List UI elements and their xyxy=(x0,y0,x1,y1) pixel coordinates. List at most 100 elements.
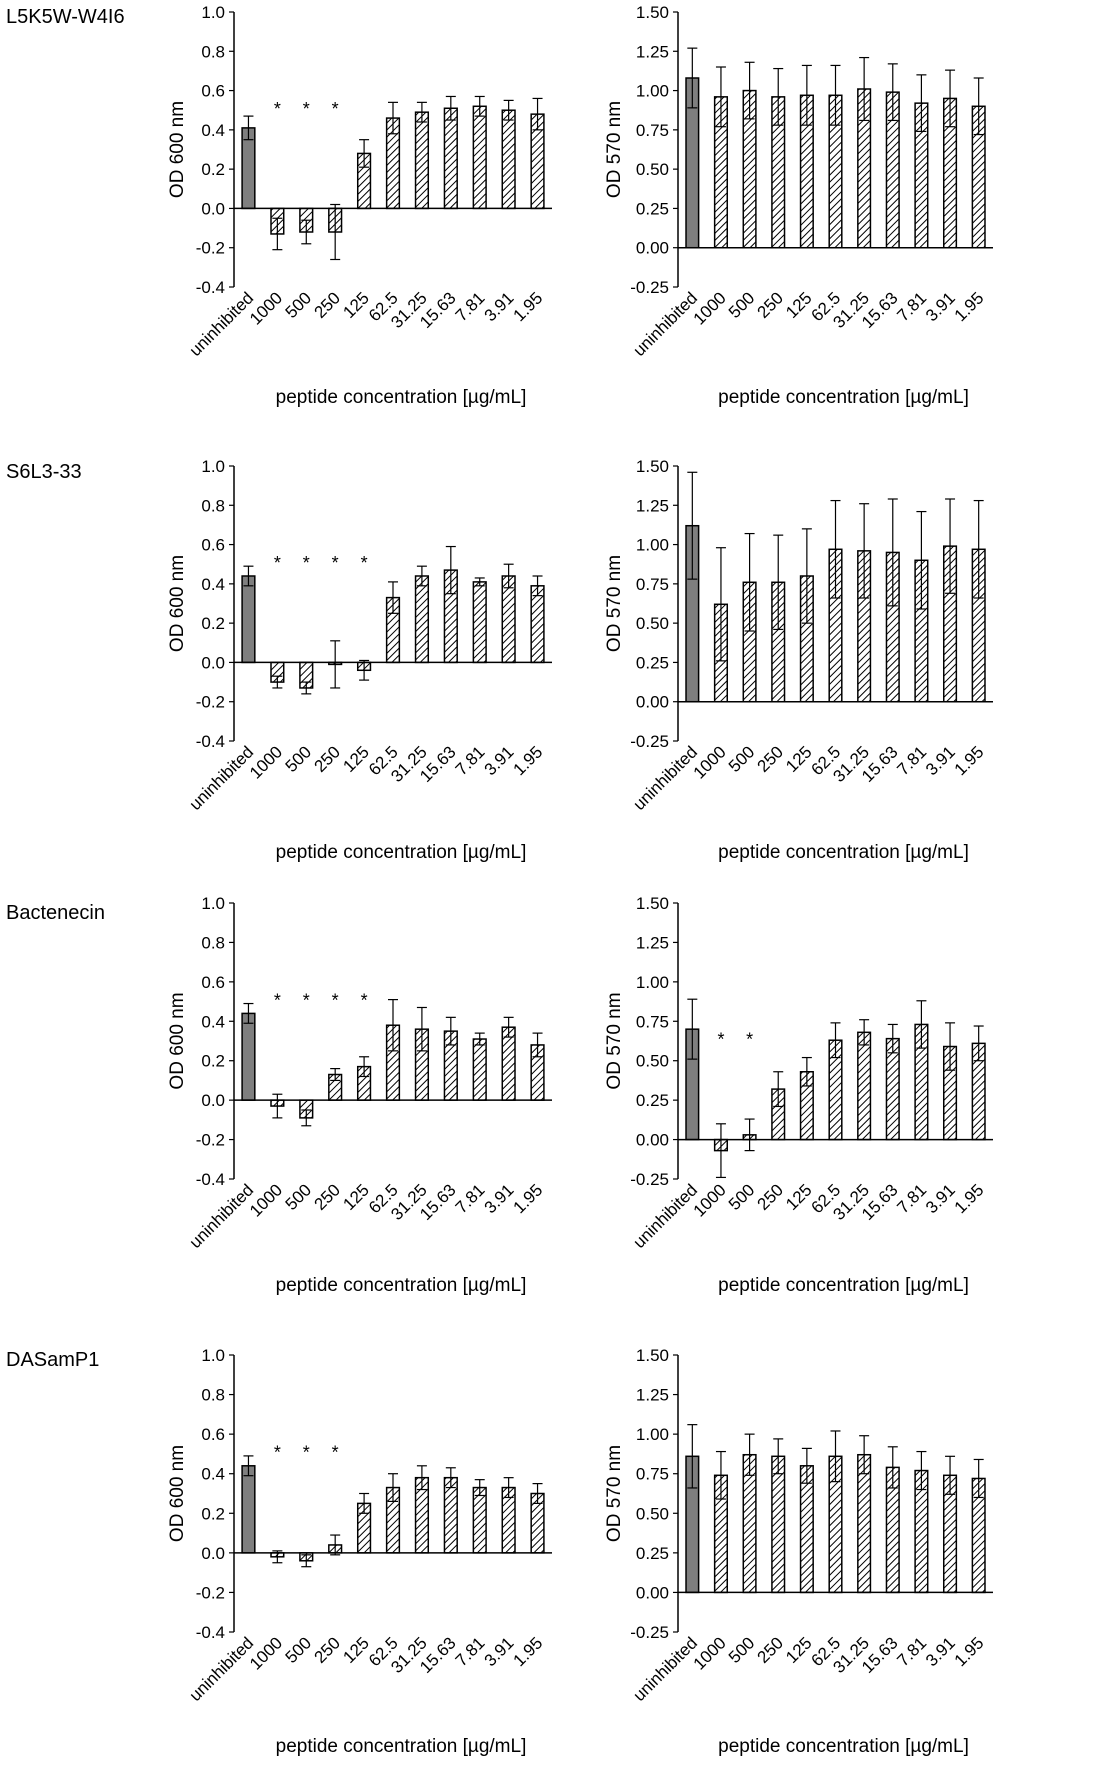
y-tick-label: -0.25 xyxy=(630,1623,669,1642)
y-tick-label: 0.0 xyxy=(201,1091,225,1110)
bar xyxy=(414,575,430,664)
significance-star: * xyxy=(361,553,368,573)
x-tick-label: 3.91 xyxy=(481,742,518,779)
chart-4: -0.4 -0.2 0.0 0.2 0.4 0.6 0.8 1.0 uninhibited * 10… xyxy=(167,894,552,1296)
bar xyxy=(857,1453,872,1594)
bar xyxy=(530,585,545,664)
x-tick-label: 7.81 xyxy=(893,288,930,325)
y-tick-label: -0.25 xyxy=(630,278,669,297)
x-tick-label: 125 xyxy=(339,1180,372,1213)
x-tick-label: 7.81 xyxy=(893,1633,930,1670)
y-tick-label: -0.2 xyxy=(196,1131,225,1150)
x-tick-label: 1.95 xyxy=(510,742,547,779)
x-tick-label: 7.81 xyxy=(893,742,930,779)
x-tick-label: uninhibited xyxy=(186,288,258,360)
x-tick-label: 125 xyxy=(782,742,815,775)
y-tick-label: 0.50 xyxy=(636,160,669,179)
row-label-bactenecin: Bactenecin xyxy=(6,902,105,924)
y-tick-label: 0.75 xyxy=(636,1465,669,1484)
y-tick-label: -0.4 xyxy=(196,732,225,751)
y-tick-label: 0.8 xyxy=(201,1386,225,1405)
significance-star: * xyxy=(332,99,339,119)
significance-star: * xyxy=(274,99,281,119)
y-axis-title: OD 600 nm xyxy=(167,992,188,1089)
x-axis-title: peptide concentration [µg/mL] xyxy=(276,1736,527,1757)
x-tick-label: 1.95 xyxy=(951,288,988,325)
y-tick-label: 1.50 xyxy=(636,1346,669,1365)
y-tick-label: 0.0 xyxy=(201,653,225,672)
y-tick-label: 1.25 xyxy=(636,496,669,515)
y-axis-title: OD 600 nm xyxy=(167,1445,188,1542)
x-tick-label: 3.91 xyxy=(922,1633,959,1670)
y-tick-label: 0.2 xyxy=(201,614,225,633)
y-tick-label: -0.4 xyxy=(196,1623,225,1642)
row-label-s6l3-33: S6L3-33 xyxy=(6,461,82,483)
bar xyxy=(501,575,516,664)
y-tick-label: 0.4 xyxy=(201,575,225,594)
x-tick-label: 1.95 xyxy=(951,1633,988,1670)
y-tick-label: 1.0 xyxy=(201,3,225,22)
x-tick-label: 1000 xyxy=(246,742,286,782)
y-tick-label: 0.00 xyxy=(636,1131,669,1150)
y-tick-label: 0.8 xyxy=(201,933,225,952)
y-tick-label: 0.25 xyxy=(636,1544,669,1563)
x-tick-label: 125 xyxy=(782,1180,815,1213)
significance-star: * xyxy=(717,1030,724,1050)
x-axis-title: peptide concentration [µg/mL] xyxy=(718,387,969,408)
y-tick-label: 1.50 xyxy=(636,894,669,913)
bar xyxy=(501,109,516,210)
y-tick-label: -0.2 xyxy=(196,1583,225,1602)
y-axis-title: OD 600 nm xyxy=(167,555,188,652)
x-tick-label: 250 xyxy=(311,1180,344,1213)
y-tick-label: 0.00 xyxy=(636,693,669,712)
x-tick-label: 500 xyxy=(282,742,315,775)
x-tick-label: uninhibited xyxy=(630,1633,702,1705)
x-axis-title: peptide concentration [µg/mL] xyxy=(718,842,969,863)
chart-6: -0.4 -0.2 0.0 0.2 0.4 0.6 0.8 1.0 uninhibited * 10… xyxy=(167,1346,552,1757)
y-tick-label: 1.00 xyxy=(636,1425,669,1444)
y-axis-title: OD 570 nm xyxy=(604,1445,625,1542)
x-tick-label: 3.91 xyxy=(922,288,959,325)
x-tick-label: 7.81 xyxy=(452,288,489,325)
y-tick-label: 0.50 xyxy=(636,614,669,633)
bar-uninhibited xyxy=(241,1465,256,1554)
x-tick-label: 3.91 xyxy=(922,1180,959,1217)
y-tick-label: 0.6 xyxy=(201,82,225,101)
x-tick-label: 500 xyxy=(282,288,315,321)
bar xyxy=(885,1037,900,1141)
y-tick-label: 0.8 xyxy=(201,42,225,61)
y-axis-title: OD 570 nm xyxy=(604,992,625,1089)
y-tick-label: 0.2 xyxy=(201,1504,225,1523)
y-tick-label: 0.25 xyxy=(636,199,669,218)
y-tick-label: 1.00 xyxy=(636,973,669,992)
bar xyxy=(443,107,458,210)
x-axis-title: peptide concentration [µg/mL] xyxy=(276,842,527,863)
x-tick-label: 1.95 xyxy=(510,1633,547,1670)
x-axis-title: peptide concentration [µg/mL] xyxy=(718,1736,969,1757)
x-tick-label: 500 xyxy=(725,288,758,321)
x-tick-label: uninhibited xyxy=(186,1180,258,1252)
y-tick-label: 1.25 xyxy=(636,1386,669,1405)
x-tick-label: 3.91 xyxy=(481,1180,518,1217)
x-tick-label: 250 xyxy=(754,1633,787,1666)
x-tick-label: 7.81 xyxy=(452,1633,489,1670)
significance-star: * xyxy=(303,553,310,573)
y-tick-label: 0.0 xyxy=(201,1544,225,1563)
x-tick-label: 250 xyxy=(754,1180,787,1213)
bar xyxy=(414,111,430,210)
y-tick-label: 0.4 xyxy=(201,1012,225,1031)
y-tick-label: 0.25 xyxy=(636,1091,669,1110)
significance-star: * xyxy=(303,99,310,119)
y-tick-label: 0.6 xyxy=(201,1425,225,1444)
y-tick-label: -0.25 xyxy=(630,1170,669,1189)
y-tick-label: 1.50 xyxy=(636,3,669,22)
x-tick-label: 125 xyxy=(782,1633,815,1666)
x-axis-title: peptide concentration [µg/mL] xyxy=(718,1275,969,1296)
chart-1: -0.25 0.00 0.25 0.50 0.75 1.00 1.25 1.50 uninhib… xyxy=(604,3,993,408)
x-tick-label: 250 xyxy=(311,742,344,775)
y-tick-label: 0.8 xyxy=(201,496,225,515)
chart-5: -0.25 0.00 0.25 0.50 0.75 1.00 1.25 1.50 uninhib… xyxy=(604,894,993,1296)
x-tick-label: uninhibited xyxy=(630,742,702,814)
x-tick-label: uninhibited xyxy=(186,1633,258,1705)
chart-3: -0.25 0.00 0.25 0.50 0.75 1.00 1.25 1.50 uninhib… xyxy=(604,457,993,863)
